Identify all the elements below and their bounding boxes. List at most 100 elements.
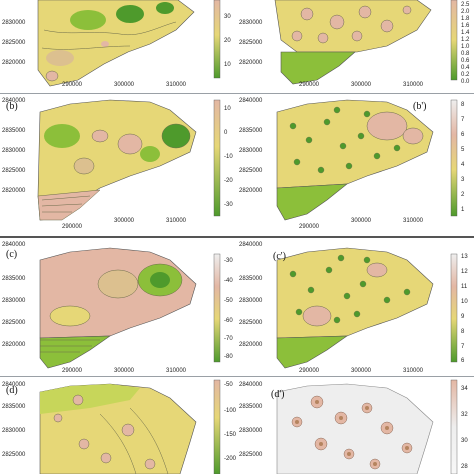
y-tick: 2830000 <box>2 148 26 154</box>
y-tick: 2830000 <box>2 298 26 304</box>
colorbar-tick: -200 <box>224 456 237 462</box>
y-tick: 2840000 <box>2 98 26 104</box>
colorbar-tick: -30 <box>224 202 233 208</box>
map-c-svg: (c) 2840000 2835000 2830000 2825000 2820… <box>2 242 233 374</box>
y-tick: 2820000 <box>2 342 26 348</box>
colorbar-b-prime <box>450 99 458 217</box>
colorbar-tick: -50 <box>224 382 233 388</box>
panel-label: (b') <box>413 101 426 112</box>
y-tick: 2825000 <box>239 452 263 458</box>
y-tick: 2825000 <box>239 320 263 326</box>
map-panel-b-prime: (b') 2840000 2835000 2830000 2825000 282… <box>237 96 474 230</box>
colorbar-tick: 32 <box>461 412 468 418</box>
colorbar-tick: -150 <box>224 432 237 438</box>
x-tick: 300000 <box>114 218 135 224</box>
y-tick: 2825000 <box>2 40 26 46</box>
panel-label: (c) <box>6 249 17 260</box>
x-tick: 310000 <box>166 218 187 224</box>
y-tick: 2840000 <box>2 382 26 388</box>
colorbar-tick: 9 <box>461 314 465 320</box>
map-panel-d: (d) 2840000 2835000 2830000 2825000 -50 … <box>0 378 237 474</box>
colorbar-tick: 12 <box>461 269 468 275</box>
x-tick: 310000 <box>166 82 187 88</box>
x-tick: 300000 <box>351 82 372 88</box>
y-tick: 2835000 <box>239 128 263 134</box>
map-d-svg: (d) 2840000 2835000 2830000 2825000 -50 … <box>2 379 237 474</box>
panel-label: (b) <box>6 101 18 112</box>
colorbar-tick: 30 <box>461 438 468 444</box>
x-tick: 300000 <box>351 368 372 374</box>
colorbar-tick: 11 <box>461 284 468 290</box>
colorbar-tick: 30 <box>224 14 231 20</box>
colorbar-tick: -80 <box>224 354 233 360</box>
x-tick: 290000 <box>299 368 320 374</box>
colorbar-tick: 13 <box>461 254 468 260</box>
colorbar-tick: -10 <box>224 154 233 160</box>
x-tick: 290000 <box>62 82 83 88</box>
x-tick: 300000 <box>114 368 135 374</box>
colorbar-tick: -100 <box>224 408 237 414</box>
y-tick: 2840000 <box>239 98 263 104</box>
y-tick: 2820000 <box>2 60 26 66</box>
colorbar-tick: 7 <box>461 117 465 123</box>
y-tick: 2820000 <box>239 342 263 348</box>
row-separator <box>0 376 474 377</box>
y-tick: 2830000 <box>2 428 26 434</box>
colorbar-tick: -20 <box>224 178 233 184</box>
colorbar-tick: 0.4 <box>461 65 470 71</box>
colorbar-tick: -50 <box>224 298 233 304</box>
colorbar-c <box>213 253 221 363</box>
colorbar-tick: 2.5 <box>461 2 470 8</box>
y-tick: 2825000 <box>2 452 26 458</box>
colorbar-tick: 0 <box>224 130 228 136</box>
y-tick: 2830000 <box>2 20 26 26</box>
colorbar-tick: -40 <box>224 278 233 284</box>
panel-label: (d') <box>271 389 284 400</box>
y-tick: 2830000 <box>239 428 263 434</box>
y-tick: 2835000 <box>2 128 26 134</box>
row-separator <box>0 236 474 238</box>
x-tick: 310000 <box>403 218 424 224</box>
colorbar-tick: 8 <box>461 329 465 335</box>
y-tick: 2820000 <box>239 60 263 66</box>
panel-label: (c') <box>273 251 286 262</box>
colorbar-tick: 2.0 <box>461 9 470 15</box>
colorbar-d <box>213 379 221 474</box>
y-tick: 2825000 <box>239 168 263 174</box>
colorbar-tick: 0.8 <box>461 51 470 57</box>
colorbar-tick: 1.8 <box>461 16 470 22</box>
colorbar-tick: 6 <box>461 358 465 364</box>
colorbar-tick: 4 <box>461 162 465 168</box>
colorbar-tick: 8 <box>461 102 465 108</box>
colorbar-tick: 10 <box>224 62 231 68</box>
y-tick: 2825000 <box>239 40 263 46</box>
map-c-prime-svg: (c') 2840000 2835000 2830000 2825000 282… <box>239 242 468 374</box>
y-tick: 2835000 <box>2 276 26 282</box>
map-a-prime-svg: 2830000 2825000 2820000 2.5 2.0 1.8 1.6 … <box>239 0 470 88</box>
x-tick: 310000 <box>403 368 424 374</box>
colorbar-tick: 1.4 <box>461 30 470 36</box>
colorbar-tick: 1 <box>461 207 465 213</box>
y-tick: 2820000 <box>239 188 263 194</box>
colorbar-tick: 0.2 <box>461 72 470 78</box>
panel-label: (d) <box>6 385 18 396</box>
x-tick: 290000 <box>62 368 83 374</box>
colorbar-tick: 1.0 <box>461 44 470 50</box>
y-tick: 2820000 <box>2 188 26 194</box>
colorbar-tick: -30 <box>224 258 233 264</box>
colorbar-tick: 6 <box>461 132 465 138</box>
y-tick: 2830000 <box>239 148 263 154</box>
map-panel-a: 2830000 2825000 2820000 30 20 10 290000 … <box>0 0 237 88</box>
colorbar-tick: 0.6 <box>461 58 470 64</box>
x-tick: 290000 <box>299 224 320 230</box>
map-a-svg: 2830000 2825000 2820000 30 20 10 290000 … <box>0 0 237 88</box>
colorbar-tick: 10 <box>461 299 468 305</box>
x-tick: 300000 <box>351 218 372 224</box>
colorbar-c-prime <box>450 253 458 363</box>
map-b-svg: (b) 2835000 2830000 2825000 2820000 2840… <box>2 98 233 230</box>
colorbar-tick: 3 <box>461 177 465 183</box>
map-panel-d-prime: (d') 2840000 2835000 2830000 2825000 34 … <box>237 378 474 474</box>
colorbar-tick: 0.0 <box>461 79 470 85</box>
colorbar-a-prime <box>450 0 458 81</box>
colorbar-tick: -70 <box>224 336 233 342</box>
